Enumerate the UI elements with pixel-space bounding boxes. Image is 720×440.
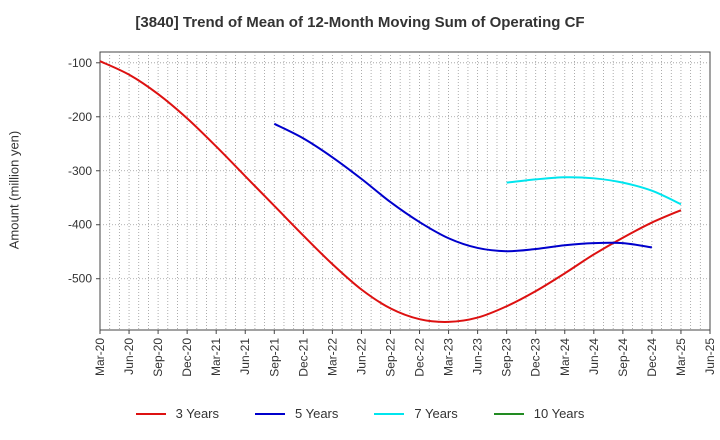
x-tick-label: Jun-20 <box>122 338 136 375</box>
legend-label: 5 Years <box>295 406 339 421</box>
x-tick-label: Sep-23 <box>500 338 514 377</box>
legend-item-5-years: 5 Years <box>255 406 338 421</box>
chart-title: [3840] Trend of Mean of 12-Month Moving … <box>135 14 585 31</box>
x-tick-label: Dec-24 <box>645 338 659 377</box>
legend-swatch <box>493 412 524 415</box>
legend-swatch <box>255 412 285 415</box>
x-tick-label: Jun-22 <box>354 338 368 375</box>
series-line-5-years <box>273 122 653 253</box>
legend-label: 10 Years <box>533 406 585 421</box>
legend-swatch <box>374 412 405 415</box>
x-tick-label: Mar-24 <box>558 338 572 376</box>
series-lines <box>99 60 682 323</box>
x-tick-label: Mar-23 <box>442 338 456 376</box>
legend-swatch <box>135 412 166 415</box>
plot-area <box>99 51 711 331</box>
x-tick-label: Mar-21 <box>209 338 223 376</box>
x-tick-label: Sep-22 <box>383 338 397 377</box>
legend-item-10-years: 10 Years <box>493 406 585 421</box>
x-tick-label: Jun-24 <box>587 338 601 375</box>
x-tick-label: Jun-23 <box>471 338 485 375</box>
x-tick-label: Dec-23 <box>529 338 543 377</box>
x-tick-label: Jun-25 <box>703 338 717 375</box>
x-tick-label: Jun-21 <box>238 338 252 375</box>
x-tick-label: Sep-24 <box>616 338 630 377</box>
y-tick-label: -100 <box>68 56 92 70</box>
x-tick-label: Dec-21 <box>296 338 310 377</box>
legend-item-7-years: 7 Years <box>374 406 458 421</box>
x-tick-label: Mar-20 <box>93 338 107 376</box>
y-tick-label: -500 <box>68 272 92 286</box>
grid-lines <box>100 52 710 330</box>
y-tick-label: -200 <box>68 110 92 124</box>
series-line-3-years <box>99 60 682 323</box>
x-tick-label: Mar-25 <box>674 338 688 376</box>
axes: -100 -200 -300 -400 -500 Mar-20 Jun-20 Sep-20 De… <box>68 56 717 377</box>
x-tick-label: Sep-21 <box>267 338 281 377</box>
series-line-7-years <box>506 176 682 206</box>
legend-item-3-years: 3 Years <box>135 406 219 421</box>
legend: 3 Years 5 Years 7 Years 10 Years <box>0 406 720 421</box>
legend-label: 3 Years <box>175 406 219 421</box>
x-tick-label: Sep-20 <box>151 338 165 377</box>
x-tick-label: Mar-22 <box>325 338 339 376</box>
y-tick-label: -400 <box>68 218 92 232</box>
y-tick-label: -300 <box>68 164 92 178</box>
x-tick-label: Dec-20 <box>180 338 194 377</box>
x-tick-label: Dec-22 <box>413 338 427 377</box>
legend-label: 7 Years <box>414 406 458 421</box>
